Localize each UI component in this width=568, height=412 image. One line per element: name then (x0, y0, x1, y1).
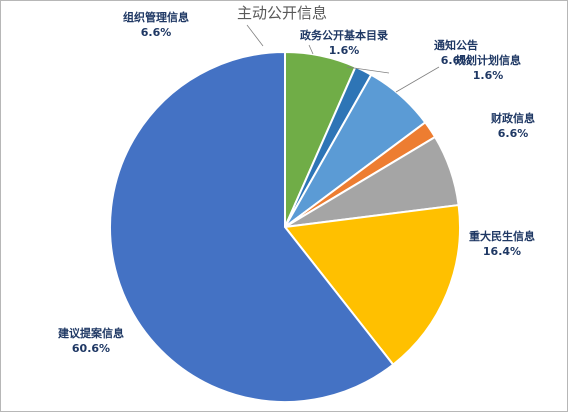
leader-line (395, 66, 440, 93)
slice-name-label: 建议提案信息 (58, 326, 124, 340)
slice-name-label: 政务公开基本目录 (300, 28, 388, 42)
slice-name-label: 重大民生信息 (469, 229, 535, 243)
chart-title: 主动公开信息 (237, 4, 328, 22)
slice-name-label: 组织管理信息 (123, 10, 189, 24)
pie-slice (283, 203, 461, 367)
slice-percent-label: 1.6% (473, 69, 504, 82)
pie-slice (109, 50, 395, 403)
slice-percent-label: 6.6% (498, 127, 529, 140)
slice-name-label: 规划计划信息 (455, 53, 521, 67)
slice-percent-label: 6.6% (441, 54, 472, 67)
leader-line (246, 24, 264, 47)
slice-percent-label: 16.4% (483, 245, 521, 258)
slice-name-label: 通知公告 (434, 38, 478, 52)
leader-line (308, 44, 314, 55)
slice-percent-label: 1.6% (329, 44, 360, 57)
slice-percent-label: 60.6% (72, 342, 110, 355)
slice-name-label: 财政信息 (490, 111, 535, 125)
slice-percent-label: 6.6% (141, 26, 172, 39)
leader-line (346, 66, 390, 74)
